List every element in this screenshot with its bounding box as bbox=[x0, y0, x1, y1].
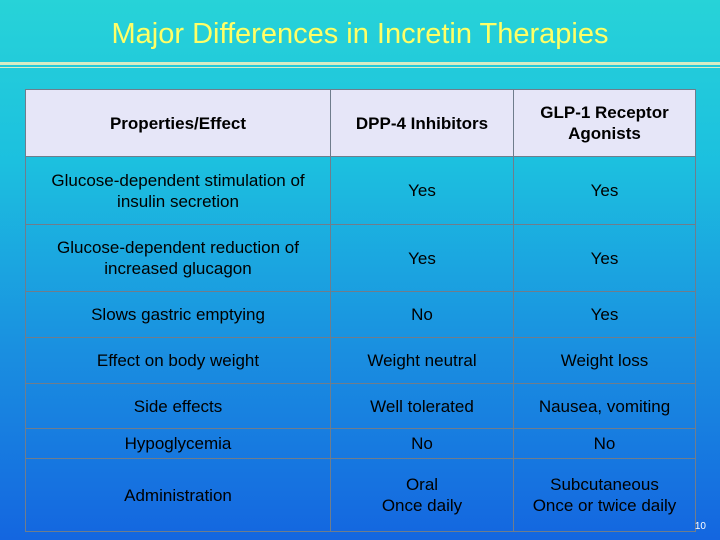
table-row: Glucose-dependent stimulation of insulin… bbox=[25, 156, 696, 225]
row-property-cell: Glucose-dependent stimulation of insulin… bbox=[25, 156, 331, 225]
slide-title: Major Differences in Incretin Therapies bbox=[111, 18, 609, 50]
title-divider-thin bbox=[0, 67, 720, 68]
row-dpp4-cell: No bbox=[330, 291, 514, 338]
table-row: Hypoglycemia No No bbox=[25, 428, 696, 459]
table-header-row: Properties/Effect DPP-4 Inhibitors GLP-1… bbox=[25, 89, 696, 157]
page-number: 10 bbox=[694, 521, 706, 532]
row-dpp4-cell: No bbox=[330, 428, 514, 459]
row-glp1-cell: Yes bbox=[513, 156, 696, 225]
row-dpp4-cell: Oral Once daily bbox=[330, 458, 514, 532]
title-divider bbox=[0, 62, 720, 65]
row-glp1-cell: No bbox=[513, 428, 696, 459]
row-glp1-cell: Yes bbox=[513, 291, 696, 338]
row-dpp4-cell: Weight neutral bbox=[330, 337, 514, 384]
table-row: Effect on body weight Weight neutral Wei… bbox=[25, 337, 696, 384]
header-properties-effect: Properties/Effect bbox=[25, 89, 331, 157]
row-property-cell: Slows gastric emptying bbox=[25, 291, 331, 338]
row-property-cell: Administration bbox=[25, 458, 331, 532]
row-glp1-cell: Weight loss bbox=[513, 337, 696, 384]
row-property-cell: Glucose-dependent reduction of increased… bbox=[25, 224, 331, 292]
row-dpp4-cell: Yes bbox=[330, 156, 514, 225]
table-row: Administration Oral Once daily Subcutane… bbox=[25, 458, 696, 532]
table-row: Slows gastric emptying No Yes bbox=[25, 291, 696, 338]
table-row: Glucose-dependent reduction of increased… bbox=[25, 224, 696, 292]
row-glp1-cell: Subcutaneous Once or twice daily bbox=[513, 458, 696, 532]
row-glp1-cell: Nausea, vomiting bbox=[513, 383, 696, 429]
header-glp1-receptor-agonists: GLP-1 Receptor Agonists bbox=[513, 89, 696, 157]
row-dpp4-cell: Yes bbox=[330, 224, 514, 292]
row-property-cell: Effect on body weight bbox=[25, 337, 331, 384]
row-glp1-cell: Yes bbox=[513, 224, 696, 292]
incretin-comparison-table: Properties/Effect DPP-4 Inhibitors GLP-1… bbox=[25, 89, 696, 532]
row-property-cell: Side effects bbox=[25, 383, 331, 429]
table-row: Side effects Well tolerated Nausea, vomi… bbox=[25, 383, 696, 429]
header-dpp4-inhibitors: DPP-4 Inhibitors bbox=[330, 89, 514, 157]
row-dpp4-cell: Well tolerated bbox=[330, 383, 514, 429]
row-property-cell: Hypoglycemia bbox=[25, 428, 331, 459]
